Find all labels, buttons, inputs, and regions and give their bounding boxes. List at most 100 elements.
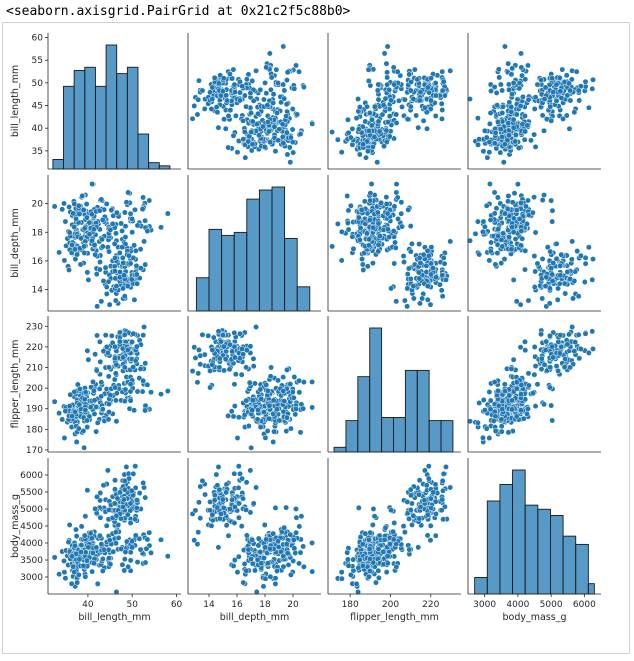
scatter-point (430, 489, 437, 496)
scatter-point (220, 343, 227, 350)
scatter-point (105, 416, 112, 423)
scatter-point (99, 236, 105, 243)
scatter-point (547, 332, 553, 339)
scatter-point (119, 227, 126, 234)
scatter-point (71, 246, 78, 253)
scatter-point (99, 567, 106, 574)
scatter-point (421, 104, 428, 111)
scatter-point (424, 84, 431, 91)
scatter-point (107, 392, 114, 399)
scatter-point (510, 229, 517, 236)
scatter-point (76, 385, 83, 392)
scatter-point (195, 96, 202, 103)
scatter-point (509, 91, 515, 98)
scatter-point (401, 259, 407, 265)
scatter-point (415, 544, 422, 551)
y-tick-label: 230 (26, 322, 43, 332)
scatter-point (164, 388, 171, 394)
scatter-point (575, 331, 582, 338)
scatter-point (268, 74, 275, 81)
scatter-point (569, 238, 576, 245)
scatter-point (82, 573, 89, 580)
scatter-point (571, 109, 578, 116)
scatter-point (364, 230, 370, 237)
y-tick-label: 190 (26, 405, 43, 415)
scatter-point (398, 199, 405, 206)
scatter-point (582, 260, 589, 267)
scatter-point (424, 532, 431, 539)
scatter-point (276, 126, 283, 133)
scatter-point (474, 419, 481, 426)
histogram-bar (233, 231, 248, 312)
scatter-point (226, 71, 233, 78)
scatter-point (499, 406, 506, 412)
scatter-point (590, 256, 596, 263)
scatter-point (546, 384, 553, 391)
scatter-point (298, 513, 305, 520)
scatter-point (370, 506, 377, 512)
scatter-point (243, 76, 250, 83)
y-tick-label: 4000 (20, 539, 43, 549)
scatter-point (234, 569, 241, 576)
scatter-point (136, 490, 143, 497)
scatter-point (92, 251, 99, 258)
scatter-point (297, 429, 304, 436)
scatter-point (121, 293, 128, 300)
scatter-point (495, 233, 502, 240)
scatter-point (519, 121, 526, 128)
scatter-point (575, 87, 582, 94)
panel-bill_depth_mm-vs-body_mass_g (467, 175, 601, 312)
scatter-point (260, 409, 267, 416)
scatter-point (230, 132, 237, 139)
scatter-point (550, 89, 557, 96)
scatter-point (504, 206, 511, 213)
scatter-point (568, 256, 575, 263)
scatter-point (557, 88, 564, 95)
scatter-point (525, 297, 532, 304)
histogram-bar (137, 133, 150, 170)
scatter-point (103, 200, 110, 207)
scatter-point (127, 210, 134, 217)
panel-bill_length_mm-vs-bill_length_mm (47, 33, 181, 170)
output-repr-text: <seaborn.axisgrid.PairGrid at 0x21c2f5c8… (6, 4, 351, 19)
scatter-point (207, 89, 214, 96)
scatter-point (506, 392, 513, 399)
scatter-point (77, 261, 84, 268)
scatter-point (222, 125, 229, 132)
scatter-point (502, 43, 508, 50)
scatter-point (367, 555, 373, 562)
scatter-point (124, 283, 131, 290)
scatter-point (521, 136, 528, 143)
histogram-bar (258, 189, 273, 312)
scatter-point (134, 497, 141, 504)
scatter-point (518, 64, 525, 71)
scatter-point (120, 354, 127, 361)
scatter-point (414, 76, 421, 83)
scatter-point (88, 211, 95, 218)
scatter-point (493, 89, 500, 96)
scatter-point (226, 341, 233, 348)
scatter-point (70, 563, 77, 570)
scatter-point (284, 77, 290, 84)
scatter-point (384, 553, 391, 560)
scatter-point (93, 404, 100, 410)
scatter-point (553, 81, 560, 88)
scatter-point (491, 189, 498, 196)
scatter-point (531, 371, 538, 378)
scatter-point (496, 74, 503, 81)
scatter-point (130, 470, 137, 477)
scatter-point (140, 332, 147, 339)
scatter-point (134, 222, 141, 229)
scatter-point (487, 248, 494, 255)
scatter-point (132, 532, 139, 539)
scatter-point (369, 260, 376, 267)
scatter-point (257, 386, 264, 393)
scatter-point (532, 229, 539, 236)
scatter-point (541, 127, 547, 134)
scatter-point (62, 218, 69, 225)
scatter-point (241, 92, 248, 99)
scatter-point (532, 363, 539, 370)
scatter-point (498, 260, 505, 267)
scatter-point (99, 243, 106, 250)
scatter-point (568, 76, 575, 83)
